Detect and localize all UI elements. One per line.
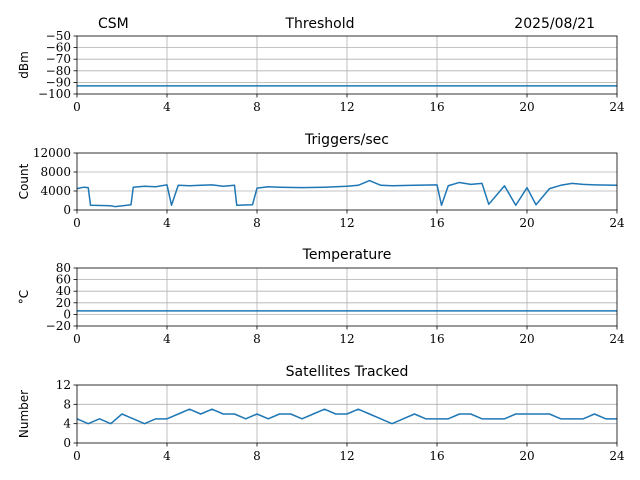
x-tick-label: 0 xyxy=(73,449,81,463)
x-tick-label: 16 xyxy=(429,449,444,463)
x-tick-label: 8 xyxy=(253,100,261,114)
y-tick-label: 4000 xyxy=(40,184,71,198)
x-tick-label: 16 xyxy=(429,332,444,346)
y-tick-label: 0 xyxy=(63,307,71,321)
x-tick-label: 20 xyxy=(519,449,534,463)
y-tick-label: 20 xyxy=(56,296,71,310)
y-tick-label: 60 xyxy=(56,273,71,287)
panel-title: Temperature xyxy=(302,247,392,263)
y-tick-label: −100 xyxy=(38,87,71,101)
x-tick-label: 8 xyxy=(253,449,261,463)
y-axis-label: Count xyxy=(17,163,31,199)
x-tick-label: 0 xyxy=(73,100,81,114)
x-tick-label: 0 xyxy=(73,216,81,230)
x-tick-label: 24 xyxy=(609,216,625,230)
x-tick-label: 8 xyxy=(253,332,261,346)
y-axis-label: Number xyxy=(17,390,31,438)
x-tick-label: 4 xyxy=(163,449,171,463)
y-tick-label: 8000 xyxy=(40,165,71,179)
x-tick-label: 8 xyxy=(253,216,261,230)
y-tick-label: −60 xyxy=(46,41,71,55)
x-tick-label: 12 xyxy=(339,100,354,114)
x-tick-label: 12 xyxy=(339,216,354,230)
x-tick-label: 4 xyxy=(163,216,171,230)
x-tick-label: 12 xyxy=(339,332,354,346)
y-tick-label: 0 xyxy=(63,436,71,450)
panel-title: Satellites Tracked xyxy=(286,364,409,380)
y-tick-label: −50 xyxy=(46,29,71,43)
x-tick-label: 0 xyxy=(73,332,81,346)
x-tick-label: 24 xyxy=(609,332,625,346)
x-tick-label: 16 xyxy=(429,100,444,114)
panel-1: 0 4 8 12 16 20 24 −100−90−80−70−60−50 dBm xyxy=(17,29,625,114)
x-tick-label: 24 xyxy=(609,449,625,463)
y-axis-label: dBm xyxy=(17,51,31,79)
panel-title: Triggers/sec xyxy=(304,132,389,148)
y-tick-label: 8 xyxy=(63,397,71,411)
chart-panels: 0 4 8 12 16 20 24 −100−90−80−70−60−50 dBm 0 4 8 12 16… xyxy=(17,29,625,463)
x-tick-label: 20 xyxy=(519,100,534,114)
x-tick-label: 24 xyxy=(609,100,625,114)
y-tick-label: 40 xyxy=(56,284,71,298)
header-right-date: 2025/08/21 xyxy=(514,16,595,32)
x-tick-label: 20 xyxy=(519,332,534,346)
y-tick-label: 0 xyxy=(63,203,71,217)
y-tick-label: −20 xyxy=(46,319,71,333)
y-tick-label: 12000 xyxy=(33,146,71,160)
x-tick-label: 20 xyxy=(519,216,534,230)
y-tick-label: 4 xyxy=(63,417,71,431)
y-tick-label: −80 xyxy=(46,64,71,78)
x-tick-label: 4 xyxy=(163,100,171,114)
y-tick-label: −90 xyxy=(46,75,71,89)
series-line-1 xyxy=(76,408,617,425)
y-axis-label: °C xyxy=(17,290,31,304)
x-tick-label: 4 xyxy=(163,332,171,346)
y-tick-label: 12 xyxy=(56,378,71,392)
x-tick-label: 16 xyxy=(429,216,444,230)
header-left-label: CSM xyxy=(98,16,129,32)
y-tick-label: −70 xyxy=(46,52,71,66)
x-tick-label: 12 xyxy=(339,449,354,463)
panel-4: 0 4 8 12 16 20 24 0 4 8 12 Number Satellites Tracked xyxy=(17,364,625,463)
y-tick-label: 80 xyxy=(56,261,71,275)
series-line-1 xyxy=(76,179,618,208)
header-center-label: Threshold xyxy=(285,16,355,32)
